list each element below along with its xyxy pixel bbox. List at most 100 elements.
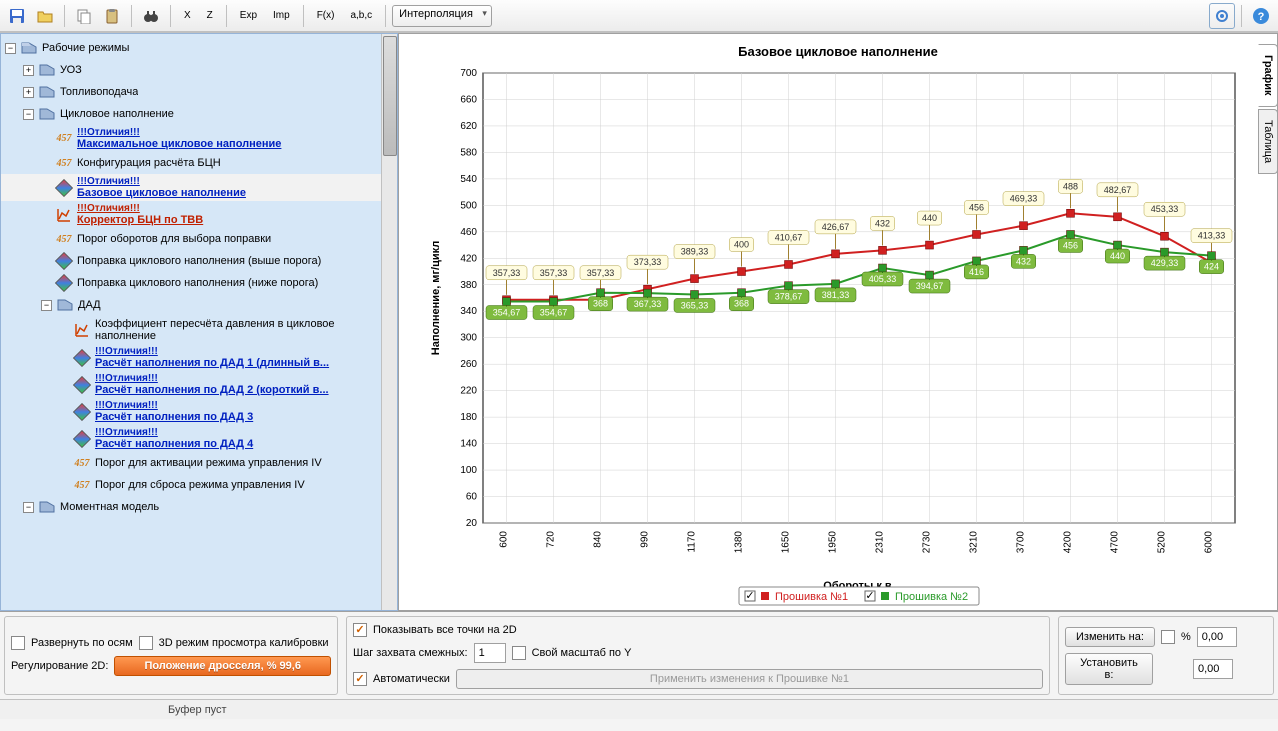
tree-thresh-act[interactable]: 457Порог для активации режима управления…: [1, 452, 397, 474]
expand-icon[interactable]: −: [41, 300, 52, 311]
mode-3d-label: 3D режим просмотра калибровки: [159, 637, 329, 649]
show-all-2d-checkbox[interactable]: [353, 623, 367, 637]
step-spinner[interactable]: [474, 643, 506, 663]
own-scale-y-checkbox[interactable]: [512, 646, 526, 660]
svg-text:180: 180: [460, 412, 477, 423]
tree-corrector[interactable]: !!!Отличия!!!Корректор БЦН по ТВВ: [1, 201, 397, 228]
tree-dad[interactable]: −ДАД: [1, 294, 397, 316]
tab-table[interactable]: Таблица: [1258, 109, 1278, 174]
tree-label: Моментная модель: [60, 501, 159, 513]
paste-button[interactable]: [99, 3, 125, 29]
diff-label: !!!Отличия!!!: [77, 127, 281, 138]
tree-max-cycle[interactable]: 457!!!Отличия!!!Максимальное цикловое на…: [1, 125, 397, 152]
open-button[interactable]: [32, 3, 58, 29]
svg-text:4200: 4200: [1063, 531, 1074, 554]
svg-text:700: 700: [460, 68, 477, 79]
tree-label: Максимальное цикловое наполнение: [77, 138, 281, 150]
expand-icon[interactable]: −: [5, 43, 16, 54]
copy-button[interactable]: [71, 3, 97, 29]
mode-dropdown-label: Интерполяция: [399, 8, 473, 20]
change-to-button[interactable]: Изменить на:: [1065, 627, 1155, 647]
diff-label: !!!Отличия!!!: [95, 427, 253, 438]
binoculars-button[interactable]: [138, 3, 164, 29]
svg-text:300: 300: [460, 333, 477, 344]
tree-dad-coef[interactable]: Коэффициент пересчёта давления в циклово…: [1, 316, 397, 344]
set-value-input[interactable]: [1193, 659, 1233, 679]
tree-dad2[interactable]: !!!Отличия!!!Расчёт наполнения по ДАД 2 …: [1, 371, 397, 398]
svg-text:354,67: 354,67: [493, 308, 521, 318]
x-button[interactable]: X: [177, 3, 198, 29]
chart-icon: [55, 206, 73, 224]
map-icon: [55, 252, 73, 270]
tree-cycle-fill[interactable]: −Цикловое наполнение: [1, 103, 397, 125]
main-toolbar: X Z Exp Imp F(x) a,b,c Интерполяция ?: [0, 0, 1278, 32]
svg-text:365,33: 365,33: [681, 300, 709, 310]
svg-text:380: 380: [460, 280, 477, 291]
expand-icon[interactable]: −: [23, 109, 34, 120]
svg-text:440: 440: [922, 213, 937, 223]
svg-text:378,67: 378,67: [775, 292, 803, 302]
fx-button[interactable]: F(x): [310, 3, 342, 29]
folder-icon: [20, 39, 38, 57]
num-icon: 457: [73, 454, 91, 472]
num-icon: 457: [55, 154, 73, 172]
tree-dad4[interactable]: !!!Отличия!!!Расчёт наполнения по ДАД 4: [1, 425, 397, 452]
tree-uoz[interactable]: +УОЗ: [1, 59, 397, 81]
svg-text:429,33: 429,33: [1151, 258, 1179, 268]
tab-chart[interactable]: График: [1258, 44, 1278, 107]
tree-base-cycle[interactable]: !!!Отличия!!!Базовое цикловое наполнение: [1, 174, 397, 201]
exp-button[interactable]: Exp: [233, 3, 264, 29]
settings-button[interactable]: [1209, 3, 1235, 29]
diff-label: !!!Отличия!!!: [95, 400, 253, 411]
auto-label: Автоматически: [373, 673, 450, 685]
mode-3d-checkbox[interactable]: [139, 636, 153, 650]
tree-label: Расчёт наполнения по ДАД 4: [95, 438, 253, 450]
save-button[interactable]: [4, 3, 30, 29]
svg-text:540: 540: [460, 174, 477, 185]
tree-corr-below[interactable]: Поправка циклового наполнения (ниже поро…: [1, 272, 397, 294]
tree-fuel[interactable]: +Топливоподача: [1, 81, 397, 103]
pct-checkbox[interactable]: [1161, 630, 1175, 644]
svg-text:400: 400: [734, 240, 749, 250]
throttle-button[interactable]: Положение дросселя, % 99,6: [114, 656, 331, 676]
imp-button[interactable]: Imp: [266, 3, 297, 29]
tree-scrollbar[interactable]: [381, 34, 397, 610]
tree-dad3[interactable]: !!!Отличия!!!Расчёт наполнения по ДАД 3: [1, 398, 397, 425]
tree-label: Расчёт наполнения по ДАД 1 (длинный в...: [95, 357, 329, 369]
set-to-button[interactable]: Установить в:: [1065, 653, 1153, 685]
tree-moment[interactable]: − Моментная модель: [1, 496, 397, 518]
tree-root[interactable]: −Рабочие режимы: [1, 37, 397, 59]
svg-text:432: 432: [875, 218, 890, 228]
diff-label: !!!Отличия!!!: [77, 176, 246, 187]
tree-label: Поправка циклового наполнения (выше поро…: [77, 255, 321, 267]
svg-text:426,67: 426,67: [822, 222, 850, 232]
change-value-input[interactable]: [1197, 627, 1237, 647]
tree-panel: −Рабочие режимы +УОЗ +Топливоподача −Цик…: [0, 33, 398, 611]
svg-text:3700: 3700: [1016, 531, 1027, 554]
svg-text:488: 488: [1063, 181, 1078, 191]
abc-button[interactable]: a,b,c: [343, 3, 379, 29]
svg-text:Наполнение, мг/цикл: Наполнение, мг/цикл: [430, 241, 442, 355]
num-icon: 457: [55, 230, 73, 248]
auto-checkbox[interactable]: [353, 672, 367, 686]
help-button[interactable]: ?: [1248, 3, 1274, 29]
mode-dropdown[interactable]: Интерполяция: [392, 5, 492, 27]
svg-text:660: 660: [460, 94, 477, 105]
own-scale-y-label: Свой масштаб по Y: [532, 647, 632, 659]
chart-icon: [73, 321, 91, 339]
expand-icon[interactable]: −: [23, 502, 34, 513]
status-bar: Буфер пуст: [0, 699, 1278, 719]
expand-icon[interactable]: +: [23, 65, 34, 76]
svg-text:368: 368: [593, 299, 608, 309]
tree-config-bcn[interactable]: 457Конфигурация расчёта БЦН: [1, 152, 397, 174]
svg-text:600: 600: [499, 531, 510, 548]
tree-corr-above[interactable]: Поправка циклового наполнения (выше поро…: [1, 250, 397, 272]
expand-icon[interactable]: +: [23, 87, 34, 98]
svg-text:456: 456: [1063, 240, 1078, 250]
svg-text:4700: 4700: [1110, 531, 1121, 554]
tree-thresh-reset[interactable]: 457Порог для сброса режима управления IV: [1, 474, 397, 496]
z-button[interactable]: Z: [200, 3, 220, 29]
tree-dad1[interactable]: !!!Отличия!!!Расчёт наполнения по ДАД 1 …: [1, 344, 397, 371]
unfold-axes-checkbox[interactable]: [11, 636, 25, 650]
tree-threshold-rpm[interactable]: 457Порог оборотов для выбора поправки: [1, 228, 397, 250]
